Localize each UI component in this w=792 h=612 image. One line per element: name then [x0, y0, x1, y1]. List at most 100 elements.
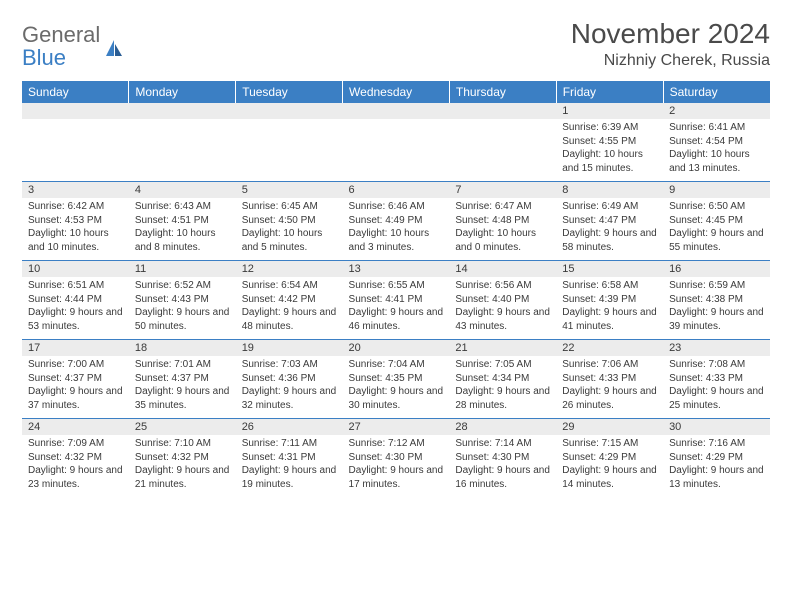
sunset-line: Sunset: 4:32 PM — [135, 451, 230, 465]
day-content-row: Sunrise: 7:00 AMSunset: 4:37 PMDaylight:… — [22, 356, 770, 419]
day-content-cell: Sunrise: 6:56 AMSunset: 4:40 PMDaylight:… — [449, 277, 556, 340]
daylight-line: Daylight: 9 hours and 35 minutes. — [135, 385, 230, 412]
day-number-cell — [22, 103, 129, 119]
day-content-cell: Sunrise: 6:51 AMSunset: 4:44 PMDaylight:… — [22, 277, 129, 340]
sunset-line: Sunset: 4:37 PM — [28, 372, 123, 386]
day-number-cell: 25 — [129, 419, 236, 436]
day-content-cell: Sunrise: 6:55 AMSunset: 4:41 PMDaylight:… — [343, 277, 450, 340]
daylight-line: Daylight: 9 hours and 21 minutes. — [135, 464, 230, 491]
sunset-line: Sunset: 4:39 PM — [562, 293, 657, 307]
day-number-cell: 10 — [22, 261, 129, 278]
sunrise-line: Sunrise: 7:04 AM — [349, 358, 444, 372]
daylight-line: Daylight: 9 hours and 14 minutes. — [562, 464, 657, 491]
weekday-header: Sunday — [22, 81, 129, 103]
sunrise-line: Sunrise: 6:59 AM — [669, 279, 764, 293]
sunrise-line: Sunrise: 6:45 AM — [242, 200, 337, 214]
day-content-row: Sunrise: 6:51 AMSunset: 4:44 PMDaylight:… — [22, 277, 770, 340]
day-number-cell: 19 — [236, 340, 343, 357]
sunset-line: Sunset: 4:49 PM — [349, 214, 444, 228]
sunrise-line: Sunrise: 7:05 AM — [455, 358, 550, 372]
day-number-cell — [343, 103, 450, 119]
day-content-cell: Sunrise: 6:59 AMSunset: 4:38 PMDaylight:… — [663, 277, 770, 340]
sunrise-line: Sunrise: 7:06 AM — [562, 358, 657, 372]
day-number-cell: 16 — [663, 261, 770, 278]
day-number-cell: 13 — [343, 261, 450, 278]
day-number-cell: 3 — [22, 182, 129, 199]
sunset-line: Sunset: 4:32 PM — [28, 451, 123, 465]
daylight-line: Daylight: 9 hours and 32 minutes. — [242, 385, 337, 412]
sunrise-line: Sunrise: 6:49 AM — [562, 200, 657, 214]
day-content-cell: Sunrise: 6:54 AMSunset: 4:42 PMDaylight:… — [236, 277, 343, 340]
daylight-line: Daylight: 10 hours and 15 minutes. — [562, 148, 657, 175]
day-content-cell: Sunrise: 6:43 AMSunset: 4:51 PMDaylight:… — [129, 198, 236, 261]
daylight-line: Daylight: 9 hours and 23 minutes. — [28, 464, 123, 491]
day-number-cell: 2 — [663, 103, 770, 119]
month-title: November 2024 — [571, 18, 770, 50]
daylight-line: Daylight: 9 hours and 28 minutes. — [455, 385, 550, 412]
sunset-line: Sunset: 4:30 PM — [349, 451, 444, 465]
day-number-cell: 30 — [663, 419, 770, 436]
day-content-cell: Sunrise: 7:03 AMSunset: 4:36 PMDaylight:… — [236, 356, 343, 419]
day-number-cell: 24 — [22, 419, 129, 436]
weekday-header: Saturday — [663, 81, 770, 103]
day-number-cell: 22 — [556, 340, 663, 357]
header: General Blue November 2024 Nizhniy Chere… — [22, 18, 770, 71]
sunset-line: Sunset: 4:55 PM — [562, 135, 657, 149]
sunrise-line: Sunrise: 6:54 AM — [242, 279, 337, 293]
day-content-row: Sunrise: 6:39 AMSunset: 4:55 PMDaylight:… — [22, 119, 770, 182]
day-number-row: 17181920212223 — [22, 340, 770, 357]
day-content-row: Sunrise: 6:42 AMSunset: 4:53 PM Daylight:… — [22, 198, 770, 261]
day-content-cell: Sunrise: 6:50 AMSunset: 4:45 PMDaylight:… — [663, 198, 770, 261]
day-content-cell: Sunrise: 6:39 AMSunset: 4:55 PMDaylight:… — [556, 119, 663, 182]
day-content-cell: Sunrise: 7:01 AMSunset: 4:37 PMDaylight:… — [129, 356, 236, 419]
sunset-line: Sunset: 4:38 PM — [669, 293, 764, 307]
sunrise-line: Sunrise: 6:50 AM — [669, 200, 764, 214]
day-number-cell: 23 — [663, 340, 770, 357]
daylight-line: Daylight: 9 hours and 53 minutes. — [28, 306, 123, 333]
day-number-cell — [236, 103, 343, 119]
day-content-cell — [449, 119, 556, 182]
sunrise-line: Sunrise: 6:42 AM — [28, 200, 123, 214]
weekday-header: Wednesday — [343, 81, 450, 103]
day-content-cell: Sunrise: 7:08 AMSunset: 4:33 PMDaylight:… — [663, 356, 770, 419]
brand-logo: General Blue — [22, 18, 124, 71]
sunset-line: Sunset: 4:44 PM — [28, 293, 123, 307]
sunrise-line: Sunrise: 7:10 AM — [135, 437, 230, 451]
day-content-cell: Sunrise: 6:45 AMSunset: 4:50 PMDaylight:… — [236, 198, 343, 261]
weekday-header: Tuesday — [236, 81, 343, 103]
sunset-line: Sunset: 4:43 PM — [135, 293, 230, 307]
weekday-header: Friday — [556, 81, 663, 103]
sunset-line: Sunset: 4:29 PM — [562, 451, 657, 465]
day-content-cell: Sunrise: 7:10 AMSunset: 4:32 PMDaylight:… — [129, 435, 236, 497]
day-content-cell: Sunrise: 7:11 AMSunset: 4:31 PMDaylight:… — [236, 435, 343, 497]
sail-icon — [104, 38, 124, 58]
day-content-cell: Sunrise: 6:47 AMSunset: 4:48 PMDaylight:… — [449, 198, 556, 261]
daylight-line: Daylight: 9 hours and 17 minutes. — [349, 464, 444, 491]
sunset-line: Sunset: 4:36 PM — [242, 372, 337, 386]
day-content-row: Sunrise: 7:09 AMSunset: 4:32 PMDaylight:… — [22, 435, 770, 497]
sunrise-line: Sunrise: 6:46 AM — [349, 200, 444, 214]
sunrise-line: Sunrise: 6:55 AM — [349, 279, 444, 293]
sunset-line: Sunset: 4:51 PM — [135, 214, 230, 228]
sunrise-line: Sunrise: 6:52 AM — [135, 279, 230, 293]
daylight-line: Daylight: 10 hours and 8 minutes. — [135, 227, 230, 254]
daylight-line: Daylight: 9 hours and 16 minutes. — [455, 464, 550, 491]
day-number-cell: 15 — [556, 261, 663, 278]
sunset-line: Sunset: 4:37 PM — [135, 372, 230, 386]
day-number-cell: 6 — [343, 182, 450, 199]
day-number-row: 10111213141516 — [22, 261, 770, 278]
day-content-cell: Sunrise: 7:16 AMSunset: 4:29 PMDaylight:… — [663, 435, 770, 497]
day-content-cell: Sunrise: 7:12 AMSunset: 4:30 PMDaylight:… — [343, 435, 450, 497]
sunset-line: Sunset: 4:47 PM — [562, 214, 657, 228]
sunset-line: Sunset: 4:34 PM — [455, 372, 550, 386]
day-number-cell: 20 — [343, 340, 450, 357]
sunset-line: Sunset: 4:48 PM — [455, 214, 550, 228]
day-number-row: 24252627282930 — [22, 419, 770, 436]
sunset-line: Sunset: 4:53 PM — [28, 214, 123, 228]
day-content-cell: Sunrise: 7:06 AMSunset: 4:33 PMDaylight:… — [556, 356, 663, 419]
day-number-cell: 29 — [556, 419, 663, 436]
weekday-header-row: SundayMondayTuesdayWednesdayThursdayFrid… — [22, 81, 770, 103]
sunrise-line: Sunrise: 7:08 AM — [669, 358, 764, 372]
daylight-line: Daylight: 10 hours and 13 minutes. — [669, 148, 764, 175]
sunrise-line: Sunrise: 6:47 AM — [455, 200, 550, 214]
